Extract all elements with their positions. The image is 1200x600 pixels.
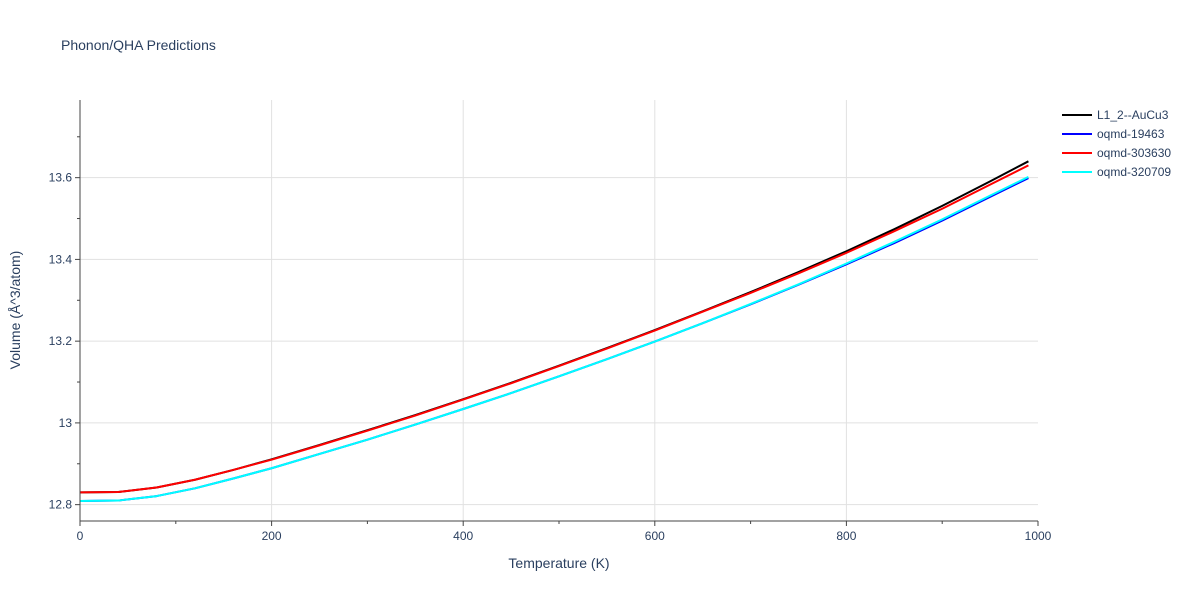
y-tick-label: 13.6 [49,171,73,185]
y-tick-label: 12.8 [49,498,73,512]
y-axis-ticks: 12.8 13 13.2 13.4 13.6 [49,171,73,512]
y-tick-label: 13.2 [49,334,73,348]
x-tick-label: 0 [77,529,84,543]
x-tick-label: 600 [645,529,665,543]
x-tick-label: 800 [836,529,856,543]
legend[interactable]: L1_2--AuCu3 oqmd-19463 oqmd-303630 oqmd-320… [1062,108,1171,179]
y-tick-label: 13 [59,416,73,430]
x-tick-label: 1000 [1025,529,1052,543]
legend-item[interactable]: oqmd-320709 [1062,165,1171,179]
legend-item[interactable]: L1_2--AuCu3 [1062,108,1169,122]
y-tick-label: 13.4 [49,252,73,266]
legend-label: oqmd-303630 [1097,146,1171,160]
axes [75,100,1039,526]
gridlines [80,100,1038,521]
y-axis-title: Volume (Å^3/atom) [7,251,23,370]
series-line-2[interactable] [79,164,1029,494]
x-tick-label: 200 [262,529,282,543]
series-line-0[interactable] [79,160,1029,494]
series-line-3[interactable] [79,175,1029,502]
legend-label: oqmd-19463 [1097,127,1165,141]
legend-item[interactable]: oqmd-303630 [1062,146,1171,160]
plot-area[interactable] [79,160,1029,502]
x-axis-ticks: 0 200 400 600 800 1000 [77,529,1052,543]
x-axis-title: Temperature (K) [508,555,609,571]
legend-item[interactable]: oqmd-19463 [1062,127,1165,141]
legend-label: oqmd-320709 [1097,165,1171,179]
chart-title: Phonon/QHA Predictions [61,37,216,53]
series-line-1[interactable] [79,177,1029,502]
legend-label: L1_2--AuCu3 [1097,108,1169,122]
x-tick-label: 400 [453,529,473,543]
